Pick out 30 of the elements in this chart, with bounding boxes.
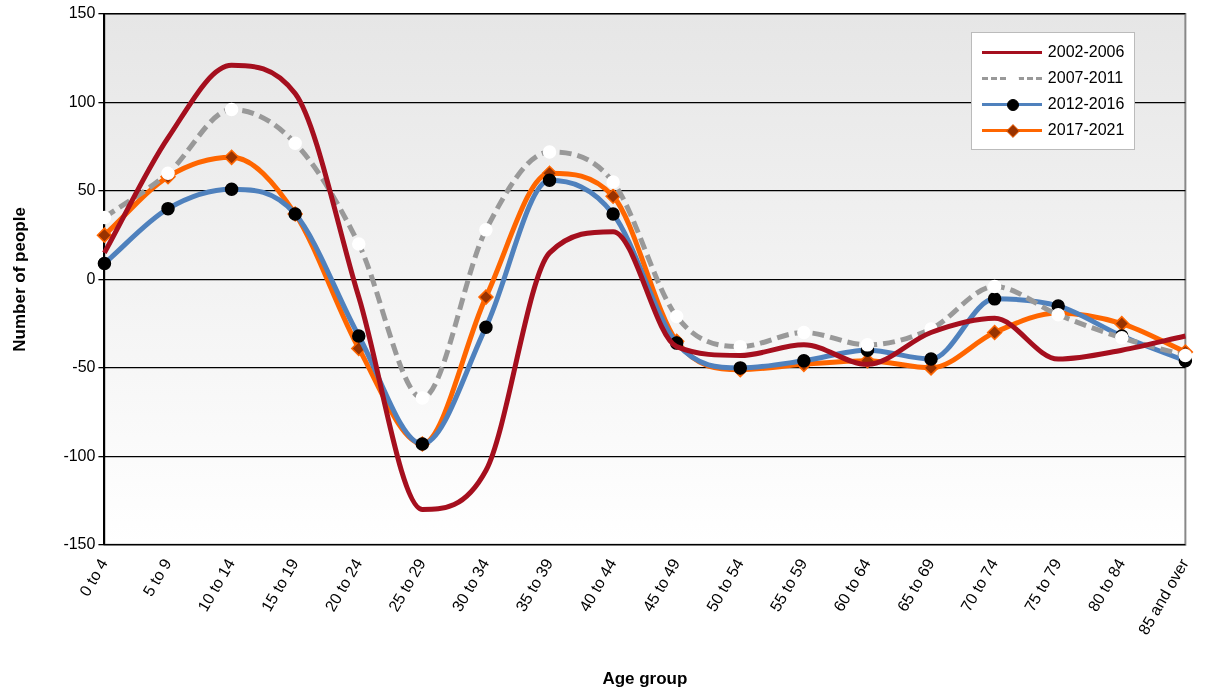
y-tick-label: 50 (77, 181, 96, 199)
y-tick-label: 0 (86, 269, 96, 287)
x-tick-label: 40 to 44 (575, 555, 620, 615)
x-tick-label: 75 to 79 (1021, 555, 1065, 615)
legend-label: 2002-2006 (1047, 43, 1125, 61)
x-tick-label: 20 to 24 (321, 555, 366, 615)
y-tick-label: -100 (63, 446, 96, 464)
y-tick-label: -150 (63, 535, 96, 553)
x-tick-label: 65 to 69 (893, 555, 938, 615)
y-tick-label: -50 (72, 358, 96, 376)
legend-label: 2017-2021 (1047, 121, 1125, 139)
x-axis-title: Age group (602, 669, 688, 689)
x-tick-label: 45 to 49 (639, 555, 684, 615)
x-tick-label: 30 to 34 (448, 555, 493, 615)
y-tick-label: 150 (68, 4, 96, 22)
x-tick-label: 55 to 59 (766, 555, 811, 615)
legend-label: 2007-2011 (1047, 69, 1124, 87)
x-tick-label: 35 to 39 (512, 555, 556, 615)
x-tick-label: 50 to 54 (703, 555, 747, 615)
x-tick-label: 5 to 9 (139, 555, 175, 599)
x-tick-label: 80 to 84 (1084, 555, 1129, 615)
y-axis-title: Number of people (9, 207, 29, 352)
x-tick-label: 60 to 64 (830, 555, 874, 615)
x-tick-label: 25 to 29 (385, 555, 429, 615)
x-tick-label: 10 to 14 (194, 555, 239, 615)
x-tick-label: 70 to 74 (957, 555, 1002, 615)
legend-label: 2012-2016 (1047, 95, 1125, 113)
x-tick-label: 0 to 4 (76, 555, 111, 599)
y-tick-label: 100 (68, 92, 96, 110)
x-tick-label: 15 to 19 (257, 555, 302, 615)
